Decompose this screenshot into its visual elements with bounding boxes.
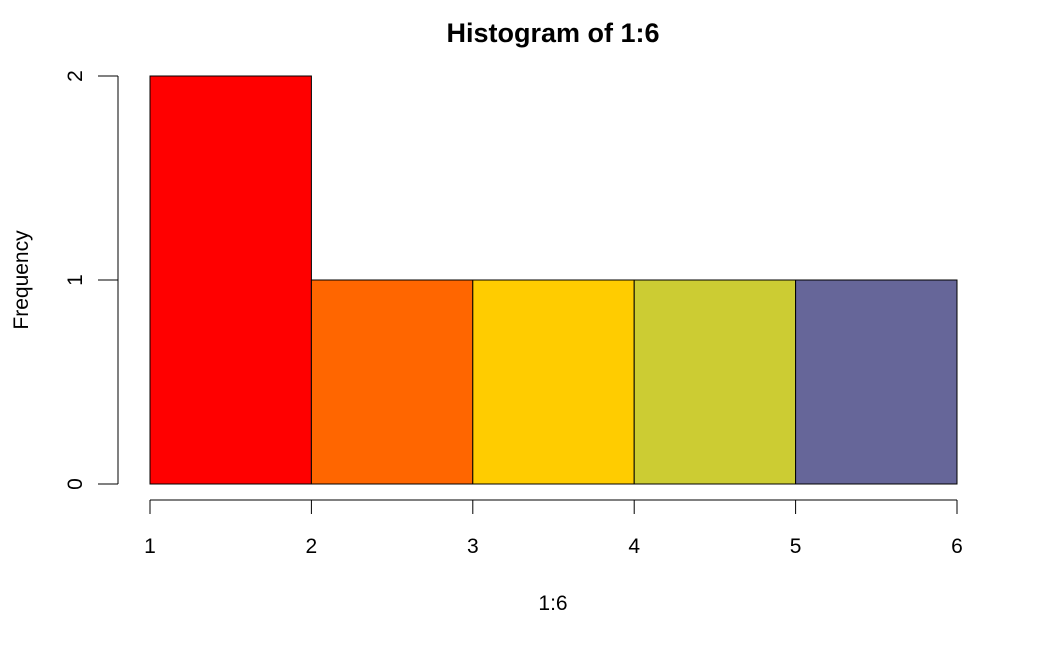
x-axis: 1 2 3 4 5 6 bbox=[144, 499, 963, 558]
y-tick-label-1: 1 bbox=[64, 274, 87, 286]
y-tick-label-0: 0 bbox=[64, 478, 87, 490]
histogram-bar-2 bbox=[310, 279, 474, 485]
x-axis-label: 1:6 bbox=[538, 592, 567, 615]
bars-group bbox=[149, 75, 958, 485]
x-tick-label-3: 3 bbox=[467, 535, 479, 558]
x-tick-label-2: 2 bbox=[306, 535, 318, 558]
x-tick-label-5: 5 bbox=[790, 535, 802, 558]
chart-title: Histogram of 1:6 bbox=[446, 18, 659, 48]
histogram-bar-3 bbox=[472, 279, 635, 485]
x-tick-label-1: 1 bbox=[144, 535, 156, 558]
histogram-bar-1 bbox=[149, 75, 312, 485]
y-axis-label: Frequency bbox=[10, 230, 33, 330]
x-tick-label-6: 6 bbox=[951, 535, 963, 558]
x-tick-label-4: 4 bbox=[628, 535, 640, 558]
y-axis: 0 1 2 bbox=[64, 70, 119, 490]
y-tick-label-2: 2 bbox=[64, 70, 87, 82]
histogram-bar-5 bbox=[795, 279, 958, 485]
histogram-bar-4 bbox=[633, 279, 797, 485]
